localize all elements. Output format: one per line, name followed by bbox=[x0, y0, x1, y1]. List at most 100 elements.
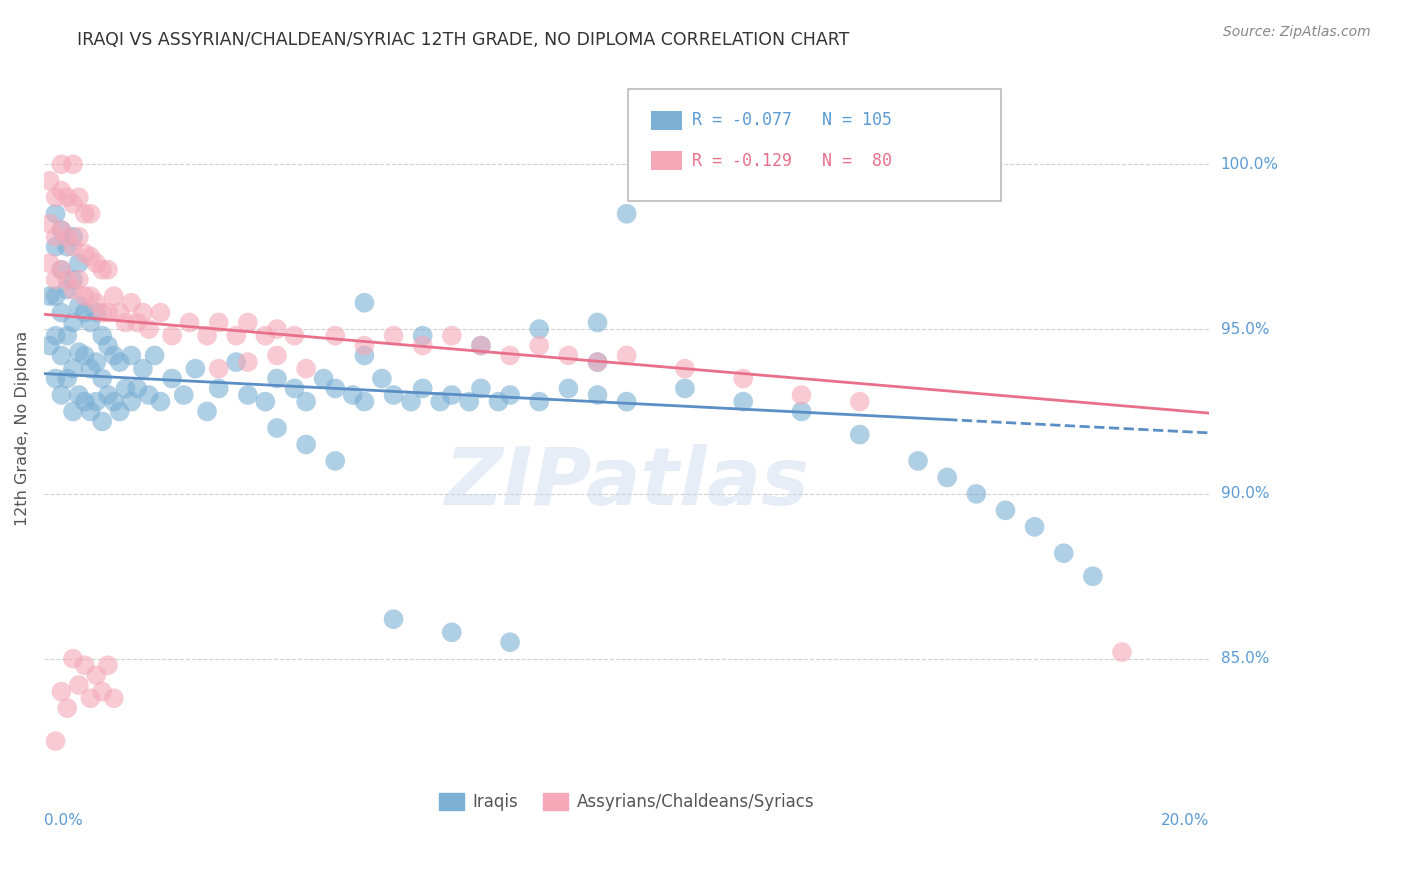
Point bbox=[97, 262, 120, 277]
Point bbox=[1053, 546, 1076, 560]
Point bbox=[236, 316, 259, 330]
Text: 20.0%: 20.0% bbox=[1161, 813, 1209, 828]
Point bbox=[412, 328, 434, 343]
Point bbox=[51, 223, 73, 237]
Point bbox=[499, 349, 522, 363]
Text: R = -0.077   N = 105: R = -0.077 N = 105 bbox=[692, 112, 891, 129]
Point bbox=[56, 229, 79, 244]
Point bbox=[56, 283, 79, 297]
Point bbox=[45, 328, 67, 343]
Point bbox=[225, 328, 247, 343]
Point bbox=[616, 394, 638, 409]
Point bbox=[67, 229, 90, 244]
Point bbox=[56, 240, 79, 254]
Point bbox=[45, 734, 67, 748]
Text: Source: ZipAtlas.com: Source: ZipAtlas.com bbox=[1223, 25, 1371, 39]
Point bbox=[67, 388, 90, 402]
Point bbox=[97, 658, 120, 673]
Point bbox=[91, 262, 114, 277]
Point bbox=[266, 349, 288, 363]
Y-axis label: 12th Grade, No Diploma: 12th Grade, No Diploma bbox=[15, 330, 30, 525]
Point bbox=[67, 256, 90, 270]
Point bbox=[382, 612, 405, 626]
Point bbox=[208, 316, 231, 330]
Point bbox=[673, 381, 696, 395]
Point bbox=[62, 157, 84, 171]
Point bbox=[1111, 645, 1133, 659]
Point bbox=[994, 503, 1017, 517]
Point bbox=[67, 299, 90, 313]
Legend: Iraqis, Assyrians/Chaldeans/Syriacs: Iraqis, Assyrians/Chaldeans/Syriacs bbox=[433, 786, 821, 818]
Point bbox=[499, 635, 522, 649]
Point bbox=[108, 355, 131, 369]
Point bbox=[138, 322, 160, 336]
Point bbox=[342, 388, 364, 402]
Point bbox=[62, 404, 84, 418]
Point bbox=[51, 157, 73, 171]
Point bbox=[62, 316, 84, 330]
Point bbox=[51, 262, 73, 277]
Point bbox=[353, 295, 375, 310]
Point bbox=[586, 316, 609, 330]
Point bbox=[790, 404, 813, 418]
Point bbox=[97, 338, 120, 352]
Point bbox=[382, 328, 405, 343]
Point bbox=[733, 394, 755, 409]
Point bbox=[103, 691, 125, 706]
Text: 0.0%: 0.0% bbox=[44, 813, 83, 828]
Point bbox=[353, 338, 375, 352]
Point bbox=[295, 394, 318, 409]
Point bbox=[1024, 520, 1046, 534]
Point bbox=[62, 361, 84, 376]
Point bbox=[56, 328, 79, 343]
Point bbox=[79, 289, 101, 303]
Point bbox=[38, 217, 60, 231]
Point bbox=[86, 355, 108, 369]
Point bbox=[45, 289, 67, 303]
Point bbox=[38, 174, 60, 188]
Point bbox=[295, 361, 318, 376]
Point bbox=[412, 338, 434, 352]
Point bbox=[45, 240, 67, 254]
Point bbox=[73, 658, 96, 673]
Point bbox=[440, 388, 463, 402]
Point bbox=[79, 404, 101, 418]
Point bbox=[529, 338, 551, 352]
Point bbox=[38, 256, 60, 270]
Point bbox=[73, 246, 96, 260]
Point bbox=[86, 668, 108, 682]
Point bbox=[353, 394, 375, 409]
Point bbox=[1081, 569, 1104, 583]
Point bbox=[195, 404, 218, 418]
Point bbox=[907, 454, 929, 468]
Point bbox=[458, 394, 481, 409]
Point bbox=[51, 684, 73, 698]
Point bbox=[103, 394, 125, 409]
Point bbox=[586, 388, 609, 402]
Point bbox=[56, 701, 79, 715]
Point bbox=[312, 371, 335, 385]
Point bbox=[323, 454, 346, 468]
Point bbox=[586, 355, 609, 369]
Point bbox=[965, 487, 987, 501]
Point bbox=[529, 322, 551, 336]
Text: 95.0%: 95.0% bbox=[1220, 322, 1270, 336]
Point bbox=[412, 381, 434, 395]
Point bbox=[149, 394, 172, 409]
Point bbox=[91, 305, 114, 319]
Point bbox=[429, 394, 451, 409]
Point bbox=[371, 371, 394, 385]
Point bbox=[195, 328, 218, 343]
Point bbox=[108, 404, 131, 418]
Point bbox=[499, 388, 522, 402]
Point bbox=[56, 273, 79, 287]
Point bbox=[266, 421, 288, 435]
Point bbox=[470, 338, 492, 352]
Point bbox=[790, 388, 813, 402]
Point bbox=[79, 207, 101, 221]
Point bbox=[79, 361, 101, 376]
Point bbox=[225, 355, 247, 369]
Point bbox=[51, 184, 73, 198]
Point bbox=[236, 355, 259, 369]
Point bbox=[45, 371, 67, 385]
